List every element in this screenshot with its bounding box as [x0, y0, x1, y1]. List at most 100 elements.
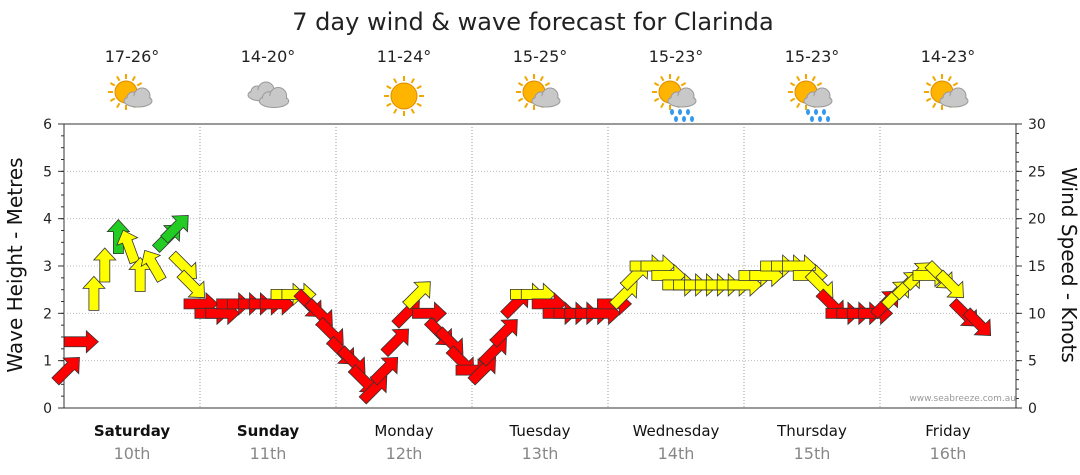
- plot-area: [63, 123, 1017, 409]
- rain-drop: [806, 109, 810, 115]
- wind-arrow: [140, 249, 167, 283]
- date-label: 10th: [114, 444, 151, 463]
- x-axis: Saturday 10th Sunday 11th Monday 12th Tuesday 1…: [94, 422, 971, 463]
- watermark: www.seabreeze.com.au: [909, 394, 1016, 404]
- sun-ray: [539, 75, 544, 82]
- sun-ray: [544, 82, 551, 87]
- rain-drop: [678, 109, 682, 115]
- temperature-range: 15-25°: [513, 47, 568, 66]
- left-tick-label: 6: [43, 117, 52, 133]
- partly-cloudy-icon: [108, 74, 153, 110]
- sun-ray: [416, 102, 422, 107]
- sun-ray: [136, 82, 143, 87]
- sun-ray: [653, 82, 660, 87]
- right-tick-label: 15: [1028, 259, 1046, 275]
- sun-ray: [116, 75, 121, 82]
- day-label: Tuesday: [508, 422, 570, 440]
- rain-drop: [814, 109, 818, 115]
- right-axis-label: Wind Speed - Knots: [1057, 167, 1080, 363]
- wind-arrow: [489, 319, 518, 348]
- wind-arrow: [51, 356, 80, 386]
- day-label: Monday: [374, 422, 433, 440]
- cloudy-icon: [247, 81, 290, 108]
- right-tick-label: 20: [1028, 212, 1046, 228]
- sun-ray: [109, 82, 116, 87]
- sun-ray: [524, 102, 529, 109]
- sun-ray: [796, 75, 801, 82]
- day-label: Sunday: [237, 422, 300, 440]
- rain-drop: [818, 116, 822, 122]
- right-tick-label: 30: [1028, 117, 1046, 133]
- left-y-axis: 0 1 2 3 4 5 6: [43, 117, 64, 417]
- wind-arrow: [369, 356, 399, 386]
- rain-drop: [674, 116, 678, 122]
- sunny-icon: [384, 76, 424, 116]
- showers-icon: [652, 74, 697, 122]
- sun-ray: [816, 82, 823, 87]
- day-label: Saturday: [94, 422, 171, 440]
- sun-ray: [932, 75, 937, 82]
- sun-ray: [947, 75, 952, 82]
- temperature-range: 17-26°: [105, 47, 160, 66]
- cloud-part: [125, 96, 151, 106]
- sun-ray: [386, 102, 392, 107]
- sun-ray: [517, 97, 524, 102]
- wind-arrow: [63, 329, 99, 354]
- wind-arrow: [160, 214, 189, 244]
- left-axis-label: Wave Height - Metres: [3, 157, 27, 372]
- cloud-part: [941, 96, 967, 106]
- right-tick-label: 10: [1028, 306, 1046, 322]
- sun-ray: [925, 82, 932, 87]
- sun-ray: [660, 75, 665, 82]
- date-label: 11th: [250, 444, 287, 463]
- sun-disc: [390, 82, 418, 110]
- sun-ray: [393, 78, 398, 84]
- date-label: 14th: [658, 444, 695, 463]
- grid-lines: [64, 124, 1016, 408]
- rain-drop: [670, 109, 674, 115]
- left-tick-label: 0: [43, 401, 52, 417]
- rain-drop: [686, 109, 690, 115]
- wind-arrow: [380, 328, 409, 358]
- cloud-part: [260, 95, 288, 107]
- sun-ray: [109, 97, 116, 102]
- chart-title: 7 day wind & wave forecast for Clarinda: [292, 8, 773, 36]
- rain-drop: [682, 116, 686, 122]
- date-label: 12th: [386, 444, 423, 463]
- sun-ray: [416, 85, 422, 90]
- wind-arrow: [962, 307, 992, 336]
- temperature-range: 14-23°: [921, 47, 976, 66]
- sun-ray: [410, 108, 415, 114]
- rain-drop: [690, 116, 694, 122]
- sun-ray: [131, 75, 136, 82]
- sun-ray: [789, 82, 796, 87]
- wind-arrow: [92, 247, 117, 283]
- sun-ray: [811, 75, 816, 82]
- daily-forecast-header: 17-26° 14-20° 11-24° 15-25° 15-23° 15-23° 14-2…: [105, 47, 976, 122]
- showers-icon: [788, 74, 833, 122]
- temperature-range: 15-23°: [649, 47, 704, 66]
- wind-arrow: [935, 269, 964, 299]
- partly-cloudy-icon: [516, 74, 561, 110]
- sun-ray: [653, 97, 660, 102]
- sun-ray: [925, 97, 932, 102]
- sun-ray: [680, 82, 687, 87]
- sun-ray: [386, 85, 392, 90]
- sun-ray: [675, 75, 680, 82]
- left-tick-label: 4: [43, 212, 52, 228]
- wind-arrow: [412, 301, 448, 326]
- wind-arrow: [106, 219, 131, 255]
- right-tick-label: 5: [1028, 354, 1037, 370]
- wind-arrow: [176, 269, 205, 299]
- left-tick-label: 3: [43, 259, 52, 275]
- sun-ray: [796, 102, 801, 109]
- left-tick-label: 2: [43, 306, 52, 322]
- wind-arrow: [402, 281, 431, 310]
- right-y-axis: 0 5 10 15 20 25 30: [1016, 117, 1046, 417]
- left-tick-label: 5: [43, 164, 52, 180]
- sun-ray: [393, 108, 398, 114]
- partly-cloudy-icon: [924, 74, 969, 110]
- date-label: 15th: [794, 444, 831, 463]
- temperature-range: 11-24°: [377, 47, 432, 66]
